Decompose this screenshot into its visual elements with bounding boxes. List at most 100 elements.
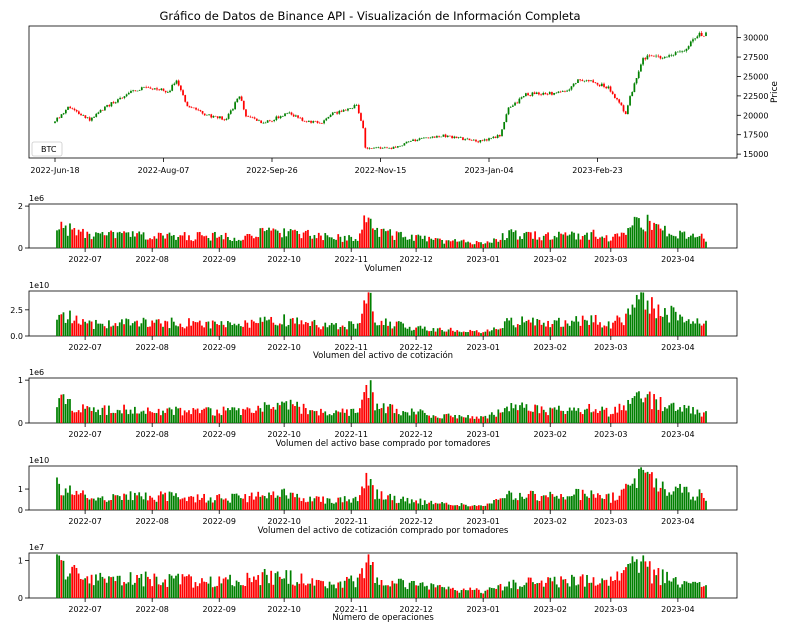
bar bbox=[622, 570, 625, 598]
bar bbox=[655, 318, 658, 336]
bar bbox=[687, 492, 690, 510]
bar bbox=[343, 580, 346, 598]
bar bbox=[123, 324, 125, 336]
bar bbox=[198, 499, 201, 510]
bar bbox=[380, 320, 383, 336]
candle-body bbox=[650, 55, 653, 57]
bar bbox=[265, 404, 268, 423]
candle-body bbox=[147, 87, 150, 88]
candle-body bbox=[238, 96, 241, 99]
bar bbox=[207, 321, 210, 336]
bar bbox=[488, 503, 491, 510]
bar bbox=[642, 555, 645, 598]
bar bbox=[246, 233, 249, 248]
bar bbox=[536, 239, 539, 248]
bar bbox=[203, 327, 205, 336]
bar bbox=[346, 501, 348, 510]
bar bbox=[421, 504, 424, 510]
bar bbox=[77, 323, 80, 336]
bar bbox=[118, 410, 121, 423]
bar bbox=[404, 587, 407, 598]
bar bbox=[363, 392, 366, 423]
bar bbox=[296, 317, 298, 336]
bar bbox=[581, 235, 584, 248]
bar bbox=[475, 330, 478, 336]
bar bbox=[616, 412, 619, 423]
x-tick-label: 2023-01 bbox=[466, 255, 499, 264]
x-tick-label: 2023-02 bbox=[534, 255, 567, 264]
bar bbox=[261, 411, 264, 423]
x-tick-label: 2023-01 bbox=[466, 430, 499, 439]
bar bbox=[172, 414, 175, 423]
candle-body bbox=[689, 41, 692, 47]
bar bbox=[532, 411, 534, 423]
x-tick-label: 2022-08 bbox=[135, 605, 168, 614]
x-tick-label: 2022-08 bbox=[135, 430, 168, 439]
bar bbox=[218, 236, 221, 248]
bar bbox=[350, 502, 353, 510]
bar bbox=[201, 578, 203, 598]
bar bbox=[493, 414, 495, 423]
candle-body bbox=[405, 141, 408, 144]
bar bbox=[237, 581, 240, 598]
candle-body bbox=[255, 118, 258, 121]
bar bbox=[166, 233, 169, 248]
candle-body bbox=[594, 82, 597, 84]
candle-body bbox=[355, 104, 358, 106]
candle-body bbox=[245, 109, 247, 117]
bar bbox=[149, 411, 151, 423]
bar bbox=[144, 571, 147, 598]
candle-body bbox=[305, 121, 308, 123]
bar bbox=[218, 494, 221, 510]
bar bbox=[571, 574, 573, 598]
candle-body bbox=[605, 86, 608, 89]
candle-body bbox=[685, 48, 688, 51]
bar bbox=[443, 243, 446, 248]
price-chart-marks bbox=[54, 31, 707, 150]
bar bbox=[456, 241, 459, 248]
candle-body bbox=[579, 79, 582, 81]
candle-body bbox=[598, 84, 601, 87]
bar bbox=[638, 299, 640, 336]
candle-body bbox=[687, 46, 690, 49]
bar bbox=[415, 235, 417, 248]
bar bbox=[149, 326, 151, 336]
bar bbox=[596, 238, 599, 248]
bar bbox=[367, 292, 370, 336]
bar bbox=[648, 220, 651, 248]
bar bbox=[443, 331, 446, 336]
bar bbox=[387, 230, 389, 248]
bar bbox=[625, 567, 627, 598]
bar bbox=[58, 229, 61, 248]
x-tick-label: 2023-03 bbox=[594, 605, 627, 614]
candle-body bbox=[186, 101, 189, 107]
bar bbox=[64, 225, 67, 248]
bar bbox=[648, 473, 651, 510]
bar bbox=[404, 501, 407, 510]
bar bbox=[136, 413, 138, 423]
bar bbox=[588, 403, 591, 423]
bar bbox=[291, 584, 294, 598]
taker-quote-volume-multiplier: 1e10 bbox=[29, 456, 49, 465]
bar bbox=[300, 413, 303, 423]
bar bbox=[190, 576, 192, 598]
bar bbox=[687, 582, 690, 598]
bar bbox=[423, 412, 426, 423]
bar bbox=[257, 323, 260, 336]
bar bbox=[599, 410, 601, 423]
bar bbox=[672, 402, 675, 423]
bar bbox=[378, 584, 381, 598]
x-tick-label: 2022-08 bbox=[135, 343, 168, 352]
bar bbox=[105, 414, 108, 423]
candle-body bbox=[232, 109, 234, 111]
bar bbox=[586, 574, 588, 598]
bar bbox=[668, 492, 671, 510]
bar bbox=[661, 316, 664, 336]
bar bbox=[237, 408, 240, 423]
bar bbox=[460, 240, 463, 248]
bar bbox=[423, 326, 426, 336]
bar bbox=[683, 486, 686, 510]
bar bbox=[689, 499, 692, 510]
bar bbox=[538, 319, 541, 336]
bar bbox=[166, 500, 169, 510]
